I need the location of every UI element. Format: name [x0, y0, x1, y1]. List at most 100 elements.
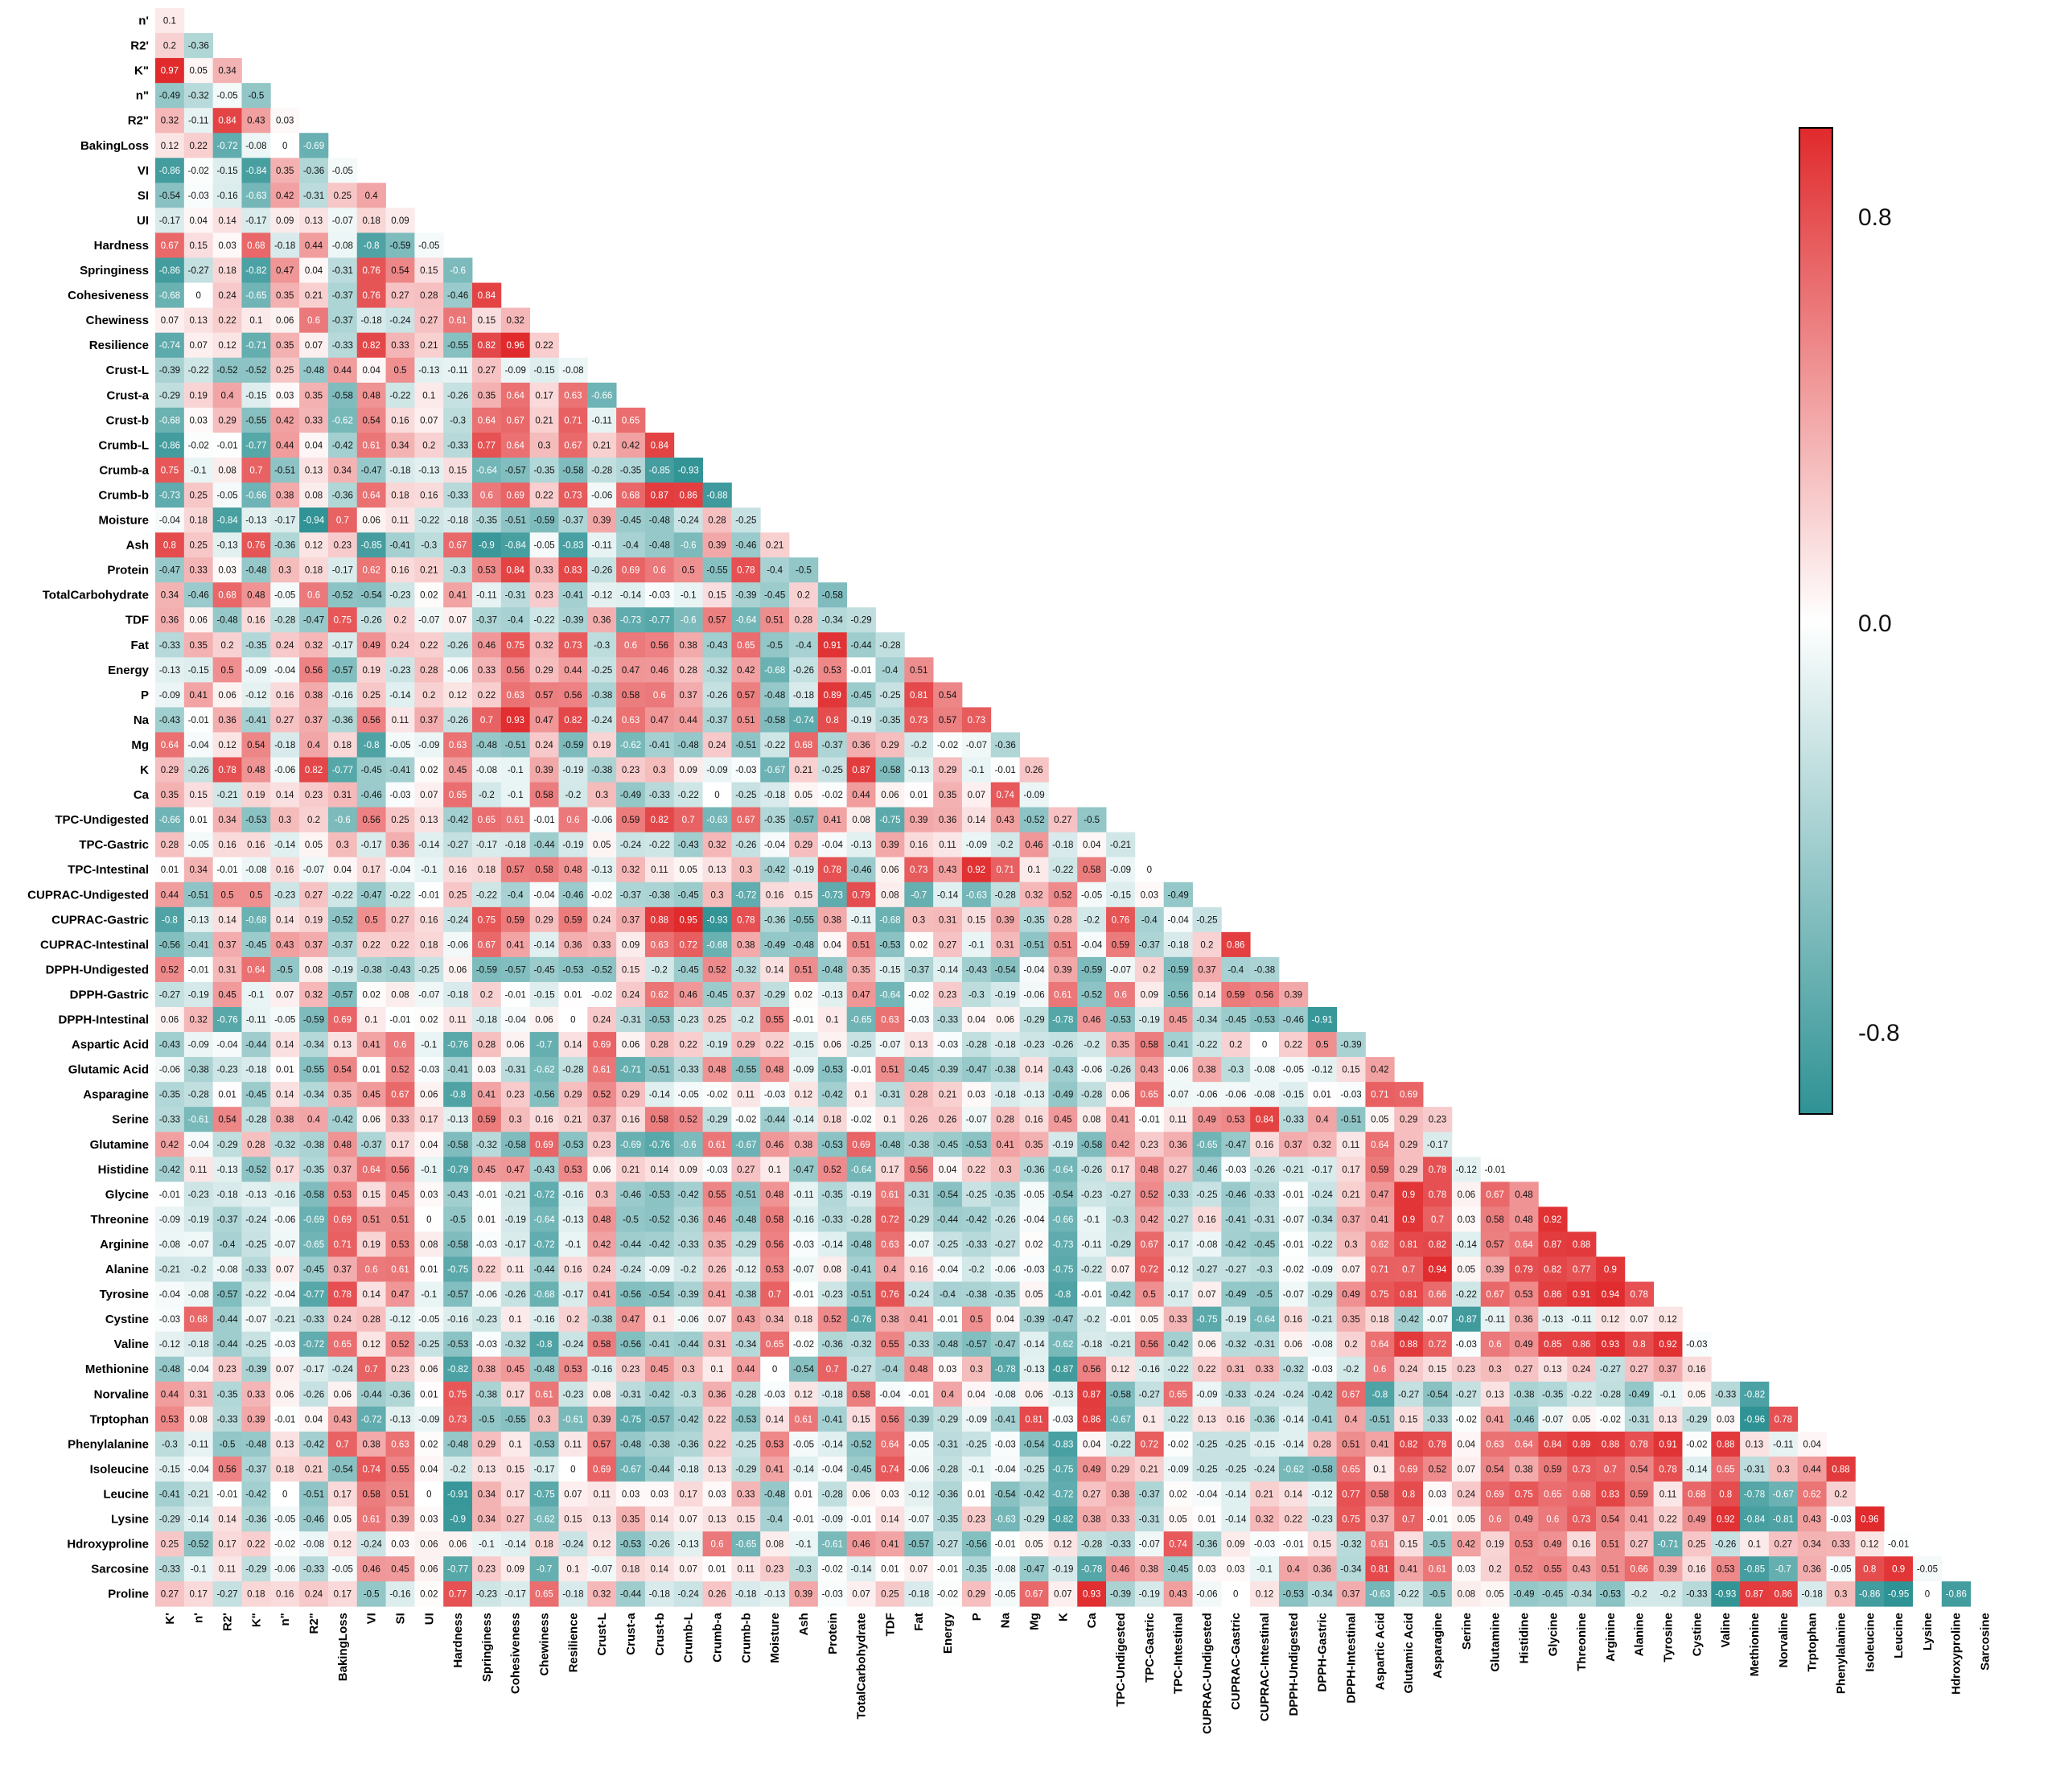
cell-value-label: 0.18 [334, 741, 352, 750]
heatmap-cell [500, 557, 531, 583]
cell-value-label: -0.25 [418, 965, 439, 975]
cell-value-label: 0.11 [565, 1440, 582, 1449]
cell-value-label: -0.32 [1340, 1540, 1361, 1550]
cell-value-label: 0.2 [1834, 1490, 1847, 1499]
cell-value-label: 0.03 [1458, 1565, 1475, 1575]
cell-value-label: -0.72 [533, 1240, 554, 1250]
cell-value-label: 0.22 [420, 641, 438, 651]
cell-value-label: 0.84 [651, 441, 669, 450]
cell-value-label: -0.53 [822, 1141, 843, 1150]
heatmap-cell [155, 307, 185, 334]
column-label: Glycine [1546, 1613, 1560, 1656]
heatmap-cell [587, 457, 617, 483]
cell-value-label: -0.61 [562, 1415, 583, 1424]
cell-value-label: -0.36 [937, 1490, 958, 1499]
cell-value-label: 0.48 [766, 1190, 783, 1200]
cell-value-label: 0.18 [218, 266, 236, 276]
cell-value-label: -0.53 [447, 1340, 468, 1350]
cell-value-label: -0.35 [1023, 915, 1044, 925]
cell-value-label: -0.58 [303, 1190, 324, 1200]
cell-value-label: 0.42 [1112, 1141, 1129, 1150]
cell-value-label: 0.1 [163, 17, 176, 27]
cell-value-label: 0.38 [1083, 1515, 1100, 1525]
cell-value-label: 0.11 [939, 841, 956, 850]
heatmap-cell [385, 557, 415, 583]
cell-value-label: -0.36 [1254, 1415, 1275, 1424]
cell-value-label: 0.07 [276, 1365, 294, 1375]
cell-value-label: -0.36 [1023, 1165, 1044, 1175]
heatmap-cell [587, 432, 617, 458]
cell-value-label: 0.61 [795, 1415, 812, 1424]
row-label: Arginine [100, 1238, 149, 1252]
cell-value-label: 0.48 [362, 391, 380, 401]
heatmap-cell [616, 557, 646, 583]
cell-value-label: -0.42 [678, 1415, 699, 1424]
cell-value-label: -0.22 [533, 616, 554, 626]
cell-value-label: -0.45 [620, 516, 641, 526]
cell-value-label: 0.15 [190, 791, 208, 800]
cell-value-label: 0.03 [881, 1490, 899, 1499]
cell-value-label: 0.22 [218, 316, 236, 326]
cell-value-label: 0.18 [190, 516, 208, 526]
cell-value-label: -0.01 [850, 666, 871, 676]
cell-value-label: 0.48 [1141, 1165, 1158, 1175]
heatmap-cell [241, 232, 271, 258]
cell-value-label: 0.69 [1400, 1465, 1417, 1474]
cell-value-label: 0.41 [1112, 1116, 1129, 1125]
cell-value-label: 0.03 [939, 1365, 956, 1375]
heatmap-cell [212, 432, 242, 458]
heatmap-cell [327, 682, 358, 708]
cell-value-label: -0.1 [508, 766, 524, 775]
cell-value-label: 0.32 [535, 641, 553, 651]
cell-value-label: -0.65 [303, 1240, 324, 1250]
cell-value-label: -0.68 [879, 915, 900, 925]
cell-value-label: 0.64 [507, 441, 525, 450]
cell-value-label: 0.7 [768, 1290, 781, 1300]
cell-value-label: -0.35 [159, 1091, 180, 1100]
cell-value-label: 0.84 [1256, 1116, 1274, 1125]
cell-value-label: -0.35 [476, 516, 497, 526]
cell-value-label: 0.72 [1141, 1265, 1158, 1275]
cell-value-label: -0.91 [447, 1490, 468, 1499]
cell-value-label: -0.25 [966, 1440, 987, 1449]
cell-value-label: 0.1 [1373, 1465, 1386, 1474]
cell-value-label: 0.16 [622, 1116, 639, 1125]
row-label: Cystine [105, 1313, 149, 1326]
cell-value-label: 0.63 [1486, 1440, 1503, 1449]
cell-value-label: -0.04 [879, 1390, 901, 1399]
cell-value-label: 0.76 [362, 291, 380, 301]
cell-value-label: -0.07 [908, 1515, 929, 1525]
cell-value-label: 0.8 [1633, 1340, 1646, 1350]
cell-value-label: -0.52 [188, 1540, 209, 1550]
cell-value-label: -0.06 [447, 940, 468, 950]
cell-value-label: -0.2 [911, 741, 927, 750]
cell-value-label: -0.22 [1312, 1240, 1333, 1250]
cell-value-label: 0.42 [593, 1240, 611, 1250]
cell-value-label: 0.15 [1429, 1365, 1446, 1375]
cell-value-label: 0.01 [420, 1390, 438, 1399]
cell-value-label: -0.35 [245, 641, 266, 651]
cell-value-label: 0.37 [420, 716, 438, 725]
cell-value-label: 0.44 [852, 791, 870, 800]
cell-value-label: 0.6 [1373, 1365, 1386, 1375]
heatmap-cell [183, 532, 214, 558]
cell-value-label: -0.02 [188, 441, 209, 450]
cell-value-label: -0.52 [591, 965, 612, 975]
cell-value-label: 0.1 [710, 1365, 723, 1375]
cell-value-label: 0.18 [247, 1590, 265, 1600]
cell-value-label: 0.47 [651, 716, 668, 725]
row-label: Proline [108, 1588, 149, 1601]
cell-value-label: 0.86 [1083, 1415, 1100, 1424]
cell-value-label: -0.19 [188, 1215, 209, 1225]
cell-value-label: 0.29 [1400, 1165, 1417, 1175]
cell-value-label: -0.68 [533, 1290, 554, 1300]
cell-value-label: -0.42 [1225, 1240, 1246, 1250]
cell-value-label: 0.6 [1489, 1340, 1502, 1350]
cell-value-label: 0.56 [507, 666, 524, 676]
cell-value-label: -0.74 [159, 341, 181, 351]
heatmap-cell [356, 582, 386, 608]
cell-value-label: -0.66 [159, 816, 180, 825]
cell-value-label: -0.53 [245, 816, 266, 825]
cell-value-label: 0.73 [449, 1415, 467, 1424]
cell-value-label: 0.49 [1544, 1540, 1561, 1550]
